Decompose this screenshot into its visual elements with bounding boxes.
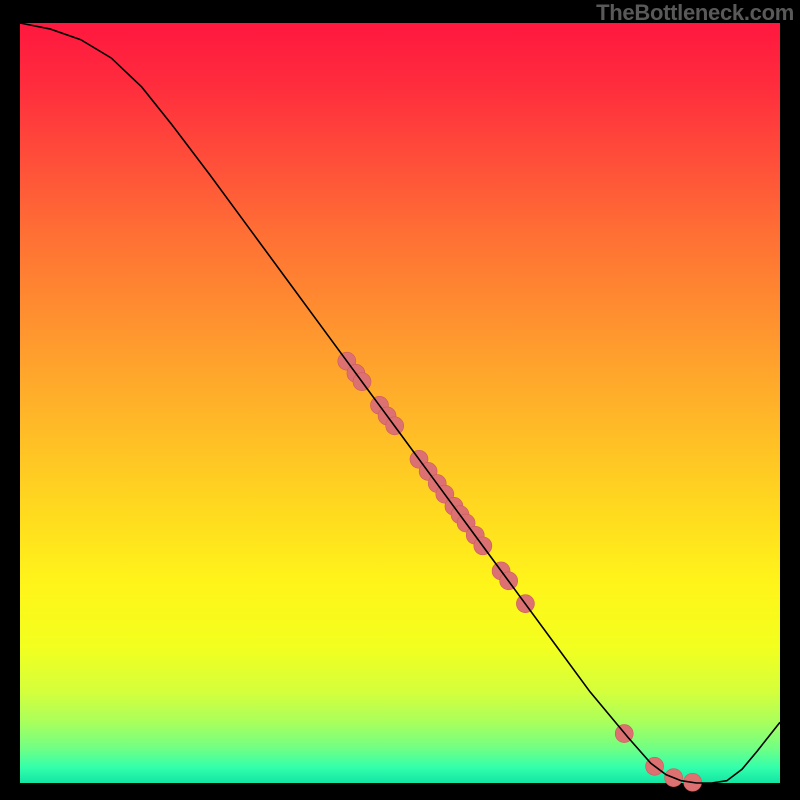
bottleneck-chart <box>0 0 800 800</box>
watermark-text: TheBottleneck.com <box>596 0 794 26</box>
plot-background <box>20 23 780 783</box>
